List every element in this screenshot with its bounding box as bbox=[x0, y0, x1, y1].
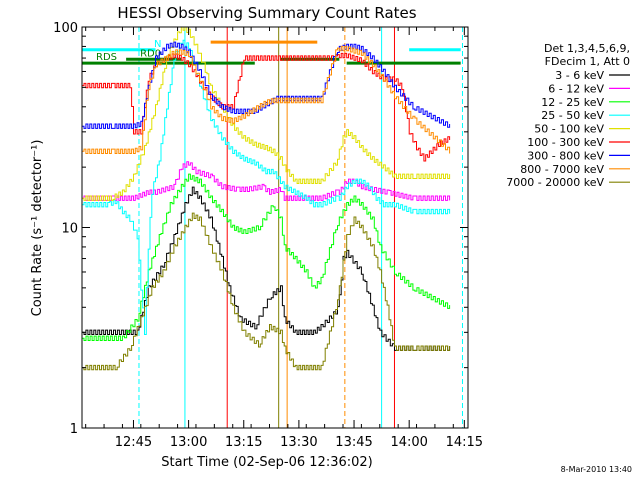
series-line-6-12-kev bbox=[82, 161, 451, 201]
y-axis-label: Count Rate (s⁻¹ detector⁻¹) bbox=[30, 140, 45, 317]
legend-label-100-300-kev: 100 - 300 keV bbox=[527, 136, 604, 149]
plot-frame bbox=[81, 26, 469, 429]
legend-label-50-100-kev: 50 - 100 keV bbox=[534, 123, 604, 136]
y-tick-label-100: 100 bbox=[53, 21, 78, 36]
legend-label-7000-20000-kev: 7000 - 20000 keV bbox=[506, 176, 604, 189]
state-label-rd0: RD0 bbox=[140, 48, 161, 59]
legend-label-300-800-kev: 300 - 800 keV bbox=[527, 149, 604, 162]
x-tick-label-14-15: 14:15 bbox=[446, 435, 483, 450]
x-tick-label-13-15: 13:15 bbox=[225, 435, 262, 450]
series-line-300-800-kev bbox=[82, 41, 451, 129]
legend-label-12-25-kev: 12 - 25 keV bbox=[541, 96, 604, 109]
legend: Det 1,3,4,5,6,9, FDecim 1, Att 0 3 - 6 k… bbox=[506, 42, 630, 189]
series-line-800-7000-kev bbox=[82, 45, 451, 154]
legend-header-line-2: FDecim 1, Att 0 bbox=[545, 55, 630, 68]
y-tick-label-10: 10 bbox=[61, 222, 78, 237]
x-tick-label-13-45: 13:45 bbox=[335, 435, 372, 450]
legend-label-6-12-kev: 6 - 12 keV bbox=[548, 82, 604, 95]
render-timestamp: 8-Mar-2010 13:40 bbox=[561, 465, 632, 474]
state-label-rds: RDS bbox=[96, 52, 117, 63]
series-line-3-6-kev bbox=[82, 186, 451, 351]
series-line-25-50-kev bbox=[82, 39, 451, 335]
x-tick-label-13-30: 13:30 bbox=[280, 435, 317, 450]
legend-header-line-1: Det 1,3,4,5,6,9, bbox=[544, 42, 630, 55]
legend-label-25-50-kev: 25 - 50 keV bbox=[541, 109, 604, 122]
legend-label-3-6-kev: 3 - 6 keV bbox=[555, 69, 604, 82]
legend-label-800-7000-kev: 800 - 7000 keV bbox=[520, 163, 604, 176]
y-tick-label-1: 1 bbox=[70, 422, 78, 437]
state-label-n: N bbox=[154, 39, 161, 50]
series-line-50-100-kev bbox=[82, 27, 451, 201]
chart-title: HESSI Observing Summary Count Rates bbox=[117, 4, 416, 22]
x-tick-label-13-00: 13:00 bbox=[170, 435, 207, 450]
series-line-7000-20000-kev bbox=[82, 212, 451, 371]
x-tick-label-14-00: 14:00 bbox=[390, 435, 427, 450]
x-tick-label-12-45: 12:45 bbox=[115, 435, 152, 450]
x-axis-label: Start Time (02-Sep-06 12:36:02) bbox=[161, 455, 372, 470]
series-line-12-25-kev bbox=[82, 173, 451, 341]
